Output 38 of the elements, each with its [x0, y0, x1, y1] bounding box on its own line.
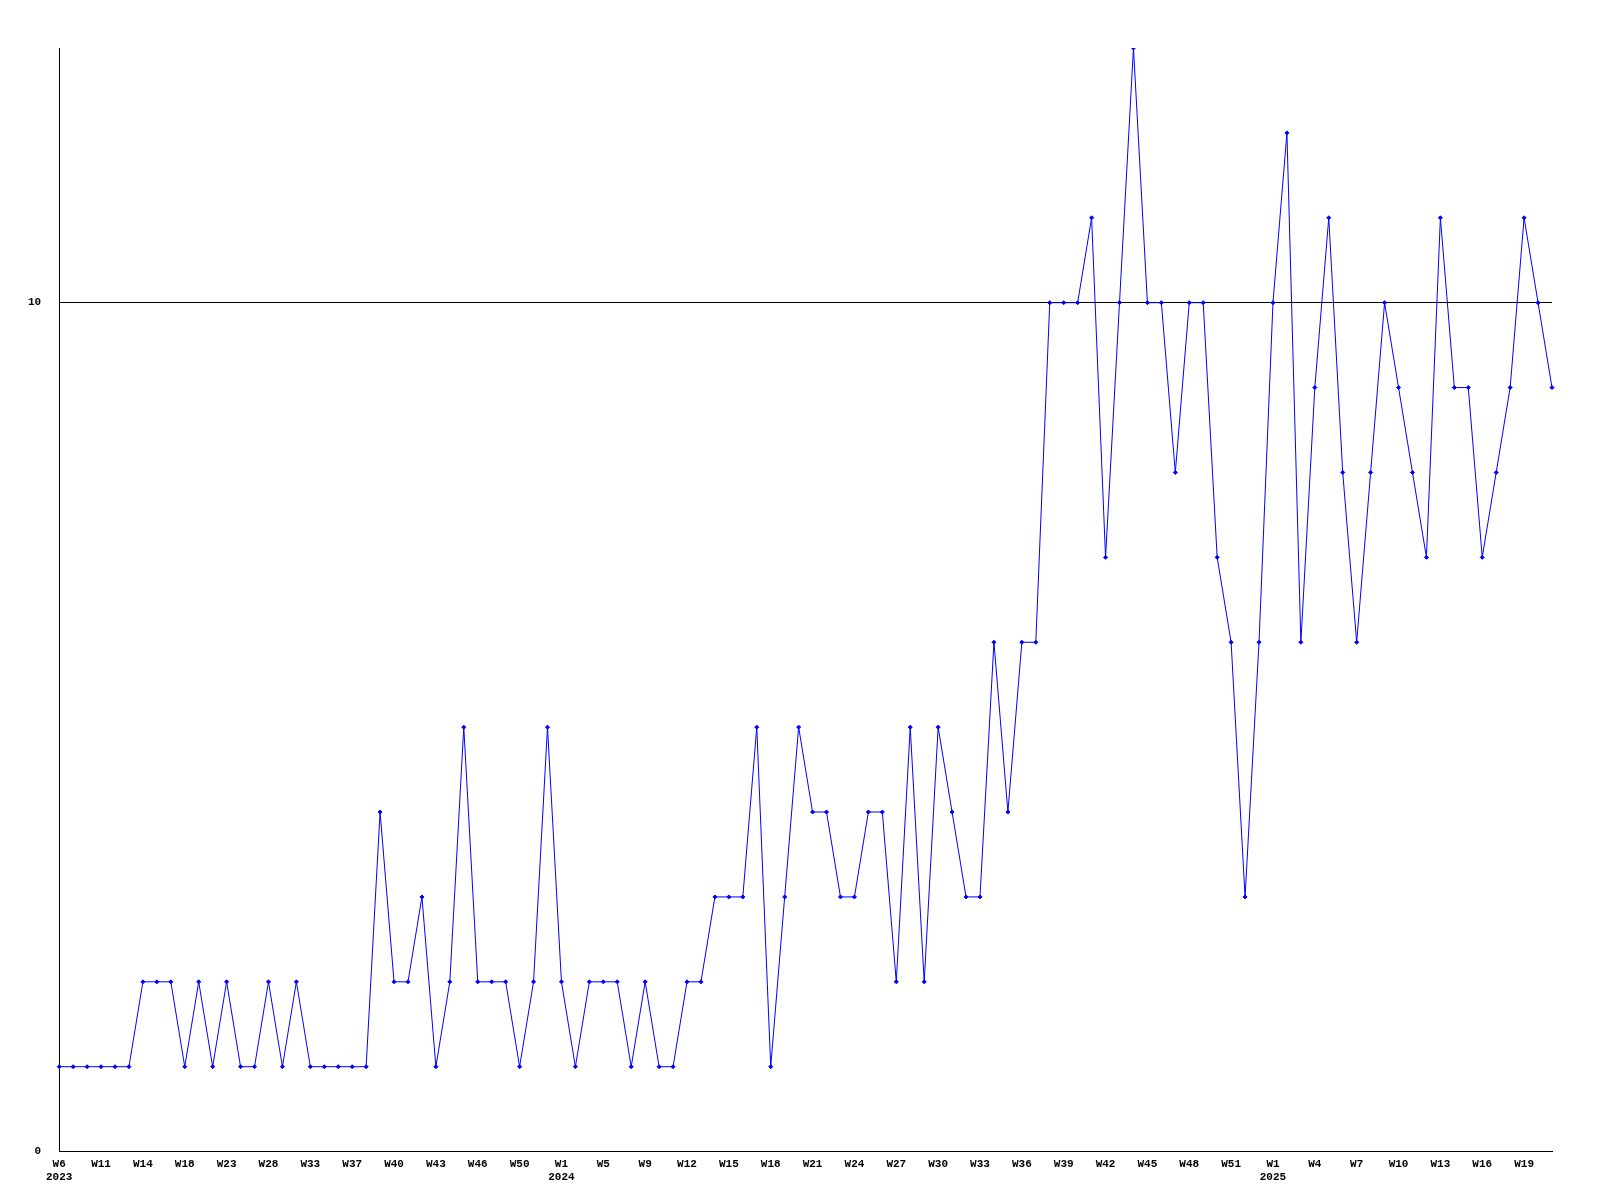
x-tick-label: W19 — [1514, 1157, 1534, 1170]
x-tick-label: W48 — [1179, 1157, 1200, 1170]
x-tick-label: W4 — [1308, 1157, 1322, 1170]
x-tick-label: W11 — [91, 1157, 112, 1170]
x-tick-label: W42 — [1095, 1157, 1116, 1170]
x-tick-label: W24 — [844, 1157, 865, 1170]
x-tick-label: W18 — [174, 1157, 196, 1170]
x-tick-label: W13 — [1430, 1157, 1451, 1170]
x-tick-label: W1 2024 — [548, 1157, 576, 1184]
x-tick-label: W18 — [760, 1157, 782, 1170]
x-tick-label: W23 — [216, 1157, 237, 1170]
x-tick-label: W46 — [467, 1157, 488, 1170]
x-tick-label: W45 — [1137, 1157, 1158, 1170]
x-tick-label: W51 — [1221, 1157, 1242, 1170]
x-tick-label: W16 — [1472, 1157, 1493, 1170]
x-tick-label: W40 — [384, 1157, 404, 1170]
x-tick-label: W28 — [258, 1157, 279, 1170]
y-tick-label: 0 — [34, 1145, 42, 1158]
x-tick-label: W37 — [342, 1157, 363, 1170]
x-tick-label: W39 — [1053, 1157, 1074, 1170]
y-tick-label: 10 — [28, 296, 42, 309]
x-tick-label: W6 2023 — [46, 1157, 73, 1184]
x-tick-label: W7 — [1350, 1157, 1364, 1170]
x-tick-label: W33 — [970, 1157, 991, 1170]
x-tick-label: W9 — [638, 1157, 652, 1170]
x-tick-label: W10 — [1388, 1157, 1409, 1170]
x-tick-label: W33 — [300, 1157, 321, 1170]
x-tick-label: W15 — [718, 1157, 740, 1170]
x-tick-label: W50 — [509, 1157, 530, 1170]
x-tick-label: W43 — [425, 1157, 447, 1170]
x-tick-label: W1 2025 — [1259, 1157, 1287, 1184]
x-tick-label: W21 — [802, 1157, 823, 1170]
x-tick-label: W5 — [596, 1157, 611, 1170]
x-tick-label: W12 — [677, 1157, 697, 1170]
x-tick-label: W14 — [133, 1157, 154, 1170]
x-tick-label: W27 — [886, 1157, 907, 1170]
x-tick-label: W36 — [1011, 1157, 1032, 1170]
x-tick-label: W30 — [928, 1157, 949, 1170]
